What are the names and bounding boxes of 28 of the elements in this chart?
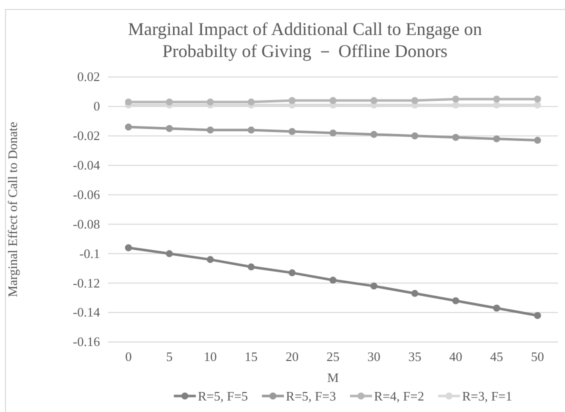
y-tick-label: 0.02	[77, 69, 100, 84]
x-tick-label: 30	[367, 349, 380, 364]
y-tick-label: -0.04	[72, 157, 100, 172]
x-axis-title: M	[327, 370, 340, 385]
x-tick-label: 35	[408, 349, 422, 364]
y-tick-label: -0.14	[72, 304, 100, 320]
y-tick-label: 0	[94, 98, 100, 114]
x-tick-label: 50	[531, 349, 544, 364]
y-tick-label: -0.16	[72, 334, 100, 350]
y-tick-label: -0.02	[72, 128, 100, 144]
x-tick-label: 20	[286, 349, 299, 364]
legend-label: R=3, F=1	[462, 388, 512, 404]
x-tick-label: 40	[449, 349, 462, 364]
x-tick-label: 10	[204, 349, 217, 364]
x-tick-label: 15	[244, 349, 258, 364]
x-tick-label: 0	[125, 349, 132, 364]
y-tick-label: -0.12	[72, 275, 100, 290]
legend-label: R=5, F=3	[286, 388, 336, 404]
y-tick-label: -0.1	[79, 246, 100, 261]
x-tick-label: 25	[326, 349, 340, 364]
chart-title: Marginal Impact of Additional Call to Engage on Probabilty of Giving － Offline Donors	[128, 19, 482, 61]
y-tick-label: -0.06	[72, 186, 100, 202]
y-tick-label: -0.08	[72, 216, 100, 232]
x-tick-label: 5	[166, 349, 173, 364]
x-tick-label: 45	[490, 349, 504, 364]
y-axis-title: Marginal Effect of Call to Donate	[5, 122, 20, 298]
legend-label: R=5, F=5	[198, 388, 248, 404]
legend-label: R=4, F=2	[374, 388, 424, 404]
